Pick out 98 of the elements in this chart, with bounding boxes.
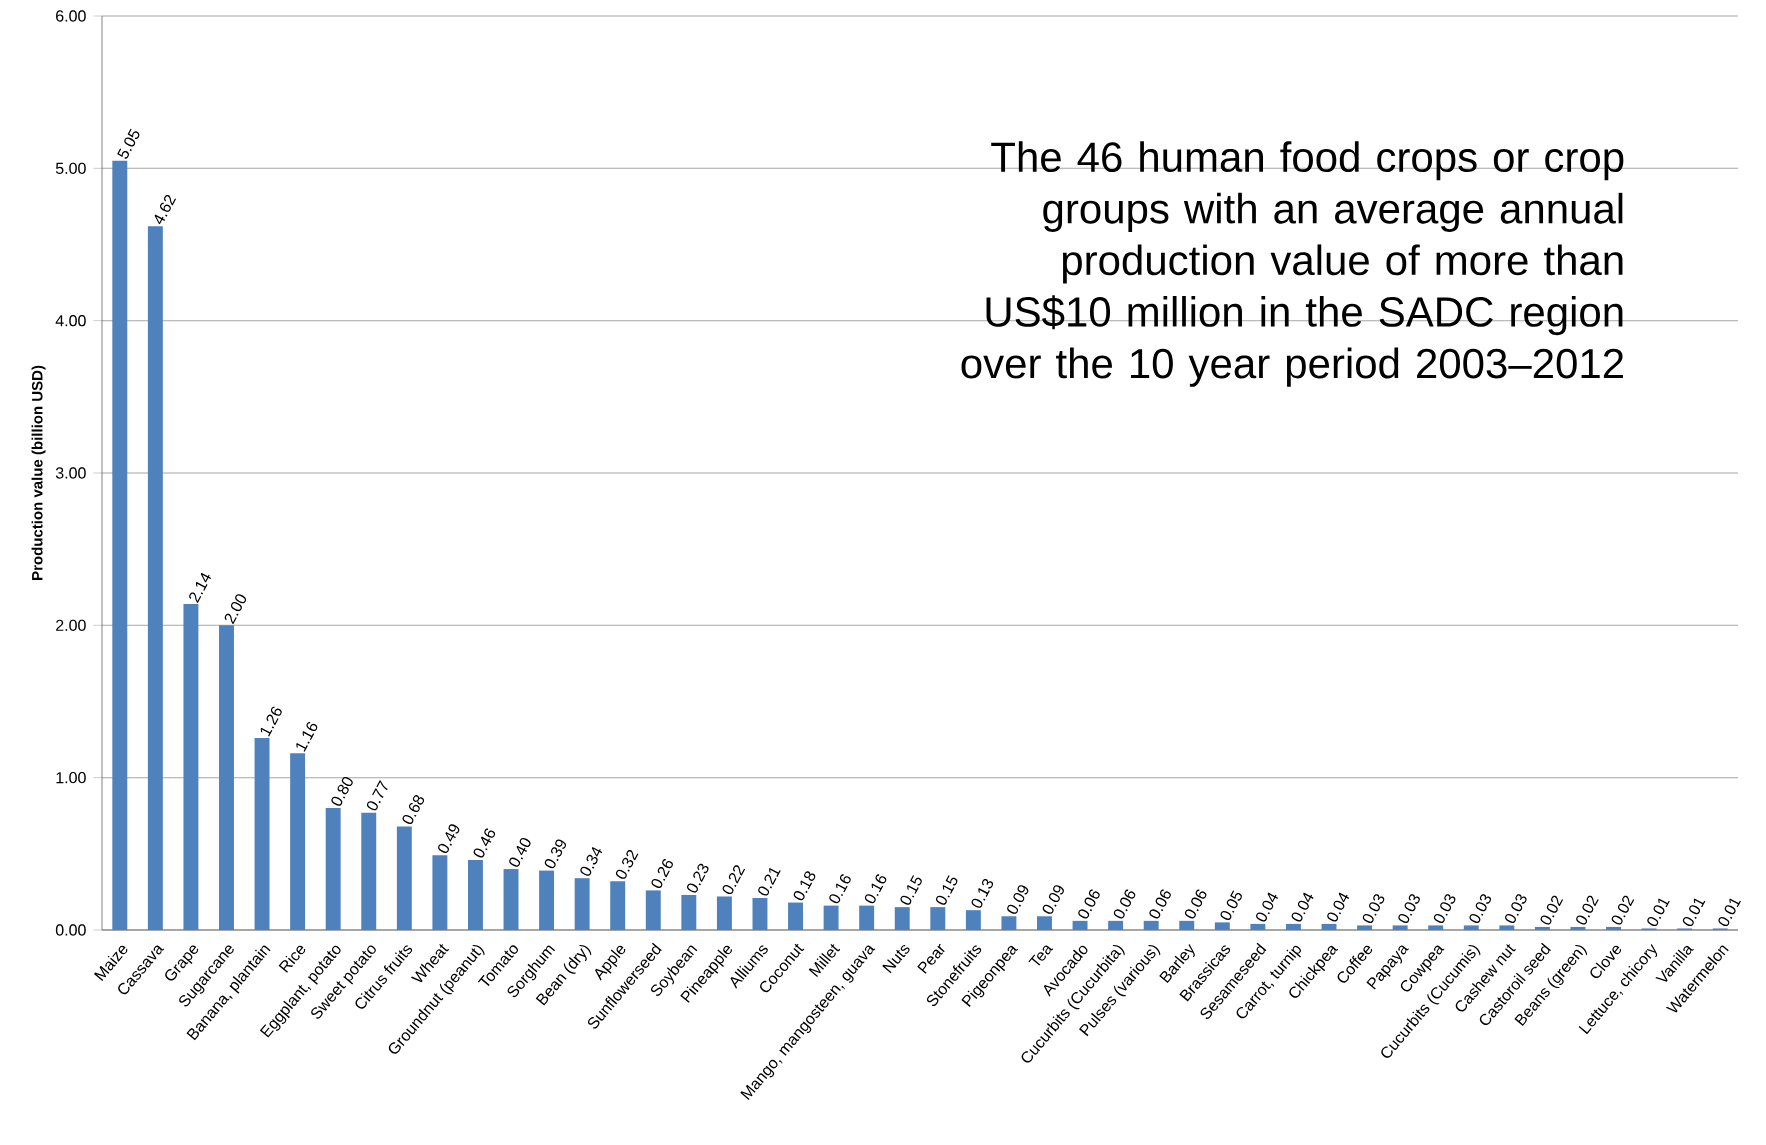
- bar: [965, 910, 981, 930]
- data-label: 0.06: [1113, 889, 1136, 919]
- bar: [361, 812, 377, 930]
- bar: [219, 625, 234, 930]
- y-tick-label: 2.00: [56, 619, 86, 631]
- bar: [1428, 925, 1444, 930]
- bar: [610, 881, 626, 930]
- bar: [1357, 925, 1373, 930]
- bar: [432, 855, 448, 930]
- data-label: 0.04: [1256, 892, 1279, 922]
- data-label: 0.01: [1647, 898, 1670, 927]
- y-axis-title: Production value (billion USD): [31, 365, 46, 580]
- data-label: 0.09: [1007, 885, 1029, 914]
- bar: [467, 859, 483, 930]
- bar: [645, 890, 661, 930]
- bar: [574, 878, 590, 930]
- data-label: 0.32: [615, 849, 639, 879]
- data-label: 0.80: [331, 777, 353, 806]
- data-label: 0.02: [1576, 895, 1599, 925]
- bar: [1143, 920, 1159, 930]
- data-label: 0.22: [722, 865, 746, 895]
- bar: [859, 905, 875, 930]
- bar: [1250, 923, 1266, 930]
- y-tick-label: 3.00: [55, 467, 86, 479]
- bar: [1606, 926, 1621, 930]
- data-label: 0.06: [1184, 889, 1207, 919]
- data-label: 0.21: [758, 867, 781, 896]
- data-label: 0.77: [366, 780, 388, 811]
- bar: [1072, 920, 1088, 930]
- data-label: 0.18: [793, 871, 816, 901]
- bar: [1463, 925, 1479, 930]
- y-tick-label: 0.00: [55, 924, 86, 936]
- bar: [503, 869, 519, 930]
- bar: [788, 902, 803, 930]
- y-tick-label: 1.00: [56, 771, 86, 784]
- data-label: 0.15: [936, 875, 958, 905]
- data-label: 0.15: [900, 875, 922, 905]
- bar: [1001, 916, 1017, 930]
- y-tick-label: 5.00: [55, 162, 86, 174]
- data-label: 0.16: [829, 874, 851, 904]
- data-label: 0.01: [1718, 898, 1741, 927]
- bar: [1108, 920, 1124, 930]
- data-label: 0.02: [1611, 895, 1635, 925]
- data-label: 0.49: [438, 824, 460, 853]
- bar: [1499, 925, 1515, 930]
- bar: [1285, 923, 1301, 930]
- bar: [539, 870, 555, 930]
- data-label: 0.03: [1433, 894, 1456, 924]
- data-label: 0.03: [1398, 894, 1420, 924]
- data-label: 0.40: [509, 837, 531, 867]
- data-label: 0.09: [1042, 885, 1064, 914]
- bar: [1321, 923, 1337, 930]
- bar: [930, 907, 946, 930]
- bar: [112, 160, 128, 930]
- data-label: 0.03: [1362, 894, 1385, 924]
- bar: [1534, 926, 1550, 930]
- bar: [1179, 920, 1195, 930]
- y-tick-label: 6.00: [56, 10, 86, 22]
- bar: [1570, 926, 1586, 930]
- data-label: 0.03: [1469, 894, 1492, 924]
- data-label: 0.04: [1291, 892, 1314, 922]
- bar: [147, 226, 163, 930]
- data-label: 0.16: [864, 874, 887, 904]
- bar: [752, 897, 768, 930]
- bar: [183, 604, 199, 930]
- bar: [396, 826, 412, 930]
- y-tick-label: 4.00: [55, 315, 86, 327]
- data-label: 1.26: [260, 706, 282, 737]
- bar: [1214, 922, 1230, 930]
- data-label: 0.06: [1149, 889, 1171, 919]
- data-label: 0.06: [1078, 889, 1100, 919]
- data-label: 1.16: [296, 721, 318, 752]
- bar: [894, 907, 910, 930]
- bar: [681, 894, 697, 930]
- data-label: 2.14: [189, 572, 212, 603]
- data-label: 0.01: [1682, 898, 1706, 927]
- bar: [716, 896, 732, 930]
- bar: [1037, 916, 1052, 930]
- data-label: 0.23: [687, 863, 709, 893]
- bar: [325, 808, 341, 930]
- data-label: 0.68: [402, 795, 425, 824]
- data-label: 0.26: [651, 859, 673, 888]
- bar: [290, 753, 306, 930]
- bar: [823, 905, 839, 930]
- data-label: 4.62: [154, 194, 177, 225]
- data-label: 5.05: [117, 128, 140, 159]
- data-label: 0.13: [971, 878, 994, 908]
- bar: [254, 738, 270, 930]
- data-label: 0.04: [1327, 892, 1350, 922]
- data-label: 0.02: [1540, 895, 1564, 925]
- data-label: 0.39: [544, 839, 567, 869]
- data-label: 0.03: [1505, 894, 1527, 924]
- text: The 46 human food crops or crop groups with an average annual production value of more than US$10 million in the SADC region over the 10 year period 2003–2012: [961, 141, 1624, 387]
- data-label: 0.34: [580, 846, 603, 876]
- bar: [1392, 925, 1408, 930]
- data-label: 0.05: [1220, 890, 1242, 920]
- data-label: 0.46: [473, 828, 496, 858]
- data-label: 2.00: [224, 594, 247, 625]
